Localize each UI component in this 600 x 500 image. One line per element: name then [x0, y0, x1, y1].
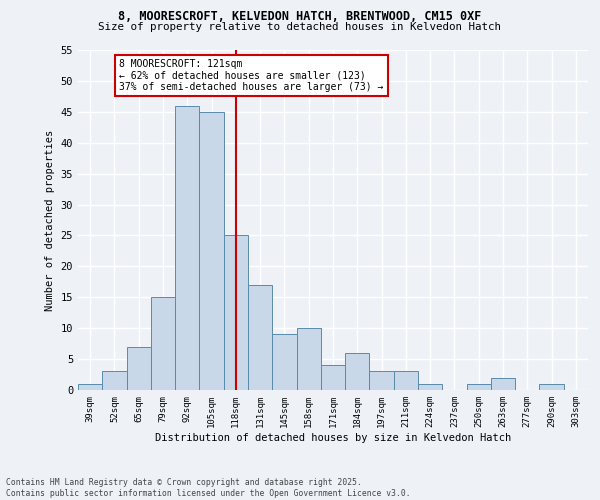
Text: Size of property relative to detached houses in Kelvedon Hatch: Size of property relative to detached ho… [98, 22, 502, 32]
Bar [491, 378, 515, 390]
Text: Contains HM Land Registry data © Crown copyright and database right 2025.
Contai: Contains HM Land Registry data © Crown c… [6, 478, 410, 498]
Bar [467, 384, 491, 390]
Bar [345, 353, 370, 390]
Bar [127, 346, 151, 390]
Bar [272, 334, 296, 390]
Bar [248, 285, 272, 390]
Bar [394, 372, 418, 390]
Bar [78, 384, 102, 390]
Text: 8, MOORESCROFT, KELVEDON HATCH, BRENTWOOD, CM15 0XF: 8, MOORESCROFT, KELVEDON HATCH, BRENTWOO… [118, 10, 482, 23]
Text: 8 MOORESCROFT: 121sqm
← 62% of detached houses are smaller (123)
37% of semi-det: 8 MOORESCROFT: 121sqm ← 62% of detached … [119, 60, 383, 92]
Bar [418, 384, 442, 390]
Bar [296, 328, 321, 390]
Bar [321, 366, 345, 390]
Bar [151, 298, 175, 390]
Bar [175, 106, 199, 390]
Bar [199, 112, 224, 390]
Y-axis label: Number of detached properties: Number of detached properties [45, 130, 55, 310]
Bar [539, 384, 564, 390]
Bar [370, 372, 394, 390]
Bar [102, 372, 127, 390]
Bar [224, 236, 248, 390]
X-axis label: Distribution of detached houses by size in Kelvedon Hatch: Distribution of detached houses by size … [155, 432, 511, 442]
